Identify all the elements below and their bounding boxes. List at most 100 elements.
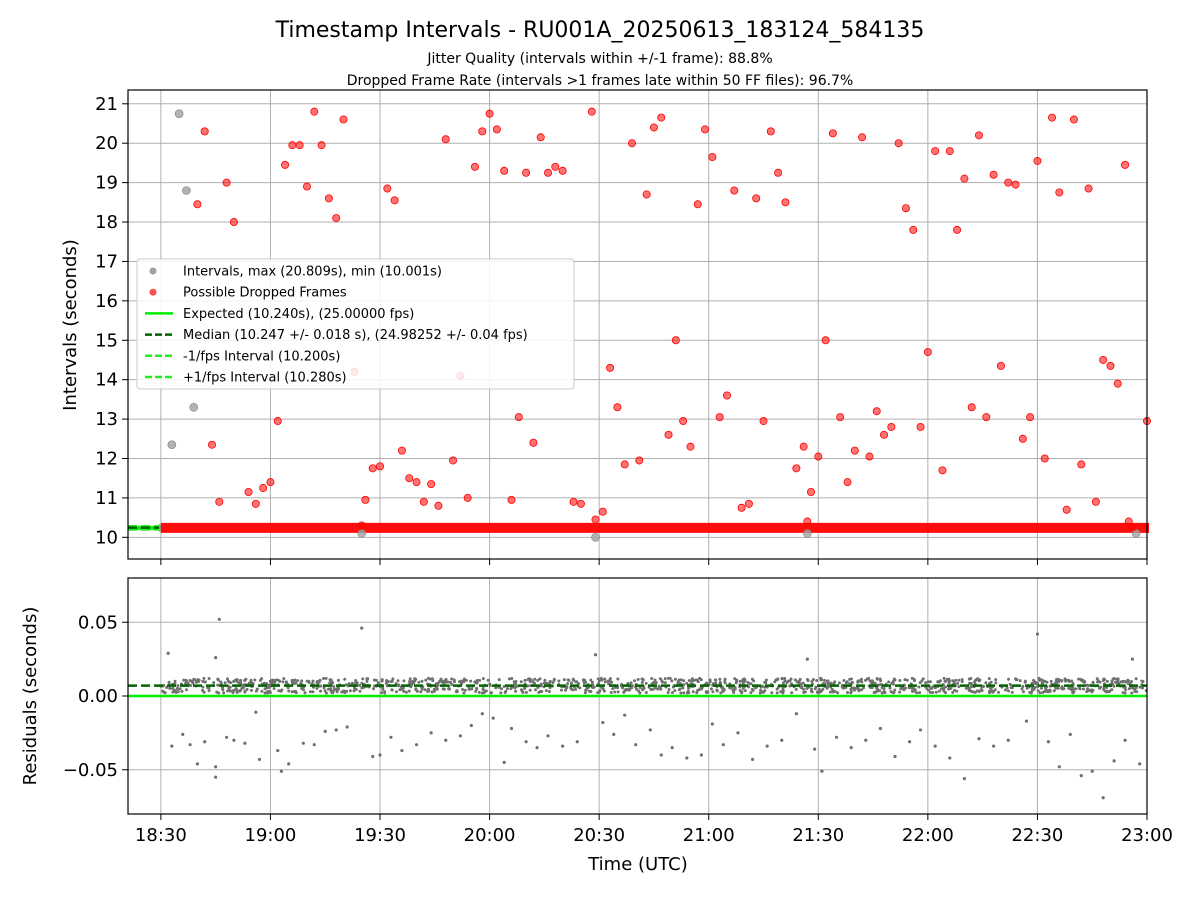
dropped-frame-point [974, 131, 983, 140]
residual-point [856, 679, 860, 683]
residual-point [481, 677, 485, 681]
residual-point [544, 689, 548, 693]
residual-point [302, 688, 306, 692]
legend-label: Expected (10.240s), (25.00000 fps) [183, 307, 414, 322]
dropped-frame-point [544, 168, 553, 177]
dropped-frame-point [492, 125, 501, 134]
residual-point [1091, 680, 1095, 684]
residual-outlier-point [188, 743, 192, 747]
dropped-frame-point [792, 464, 801, 473]
residual-point [636, 678, 640, 682]
dropped-frame-point [200, 127, 209, 136]
residual-point [1120, 680, 1124, 684]
residual-point [1040, 686, 1044, 690]
residual-outlier-point [389, 735, 393, 739]
residual-point [401, 686, 405, 690]
residual-point [1071, 682, 1075, 686]
dropped-frame-point [722, 391, 731, 400]
residual-point [633, 679, 637, 683]
residual-point [225, 677, 229, 681]
residual-point [1130, 691, 1134, 695]
residual-point [372, 678, 376, 682]
residual-point [832, 681, 836, 685]
residual-point [240, 686, 244, 690]
residual-point [409, 685, 413, 689]
residual-point [180, 689, 184, 693]
residual-point [358, 689, 362, 693]
residual-point [590, 680, 594, 684]
residual-point [836, 691, 840, 695]
residual-point [394, 682, 398, 686]
residual-point [833, 689, 837, 693]
residual-point [303, 691, 307, 695]
residual-point [1060, 686, 1064, 690]
residual-outlier-point [623, 713, 627, 717]
residual-point [345, 689, 349, 693]
residual-point [1077, 677, 1081, 681]
legend-label: -1/fps Interval (10.200s) [183, 349, 340, 364]
dropped-frame-point [390, 196, 399, 205]
residual-point [957, 678, 961, 682]
dropped-frame-point [693, 200, 702, 209]
residual-point [562, 678, 566, 682]
residual-point [439, 677, 443, 681]
dropped-frame-point [500, 166, 509, 175]
residual-point [988, 686, 992, 690]
residual-point [423, 688, 427, 692]
residual-point [842, 686, 846, 690]
residual-point [371, 687, 375, 691]
residual-point [1018, 679, 1022, 683]
residual-point [687, 679, 691, 683]
dropped-frame-point [339, 115, 348, 124]
x-tick-label: 23:00 [1121, 825, 1173, 846]
dropped-frame-point [766, 127, 775, 136]
residual-outlier-point [546, 734, 550, 738]
residual-outlier-point [699, 753, 704, 757]
dropped-frame-point [1062, 505, 1071, 514]
dropped-frame-point [569, 497, 578, 506]
residual-point [909, 686, 913, 690]
residual-point [738, 689, 742, 693]
residual-point [854, 686, 858, 690]
residual-point [682, 691, 686, 695]
residual-point [281, 680, 285, 684]
residual-point [1032, 681, 1036, 685]
residual-point [868, 679, 872, 683]
residual-outlier-point [1057, 765, 1061, 769]
residual-point [454, 690, 458, 694]
residual-point [488, 682, 492, 686]
residual-point [519, 688, 523, 692]
residual-point [167, 680, 171, 684]
residual-point [268, 689, 272, 693]
x-tick-label: 22:30 [1011, 825, 1063, 846]
dropped-frame-point [671, 336, 680, 345]
residual-point [282, 677, 286, 681]
residual-outlier-point [805, 657, 809, 661]
residual-point [315, 679, 319, 683]
dropped-frame-point [865, 452, 874, 461]
residual-point [537, 690, 541, 694]
residual-outlier-point [670, 746, 674, 750]
residual-point [417, 680, 421, 684]
dropped-frame-point [376, 462, 385, 471]
residual-point [891, 680, 895, 684]
residual-point [621, 686, 625, 690]
residual-point [1020, 687, 1024, 691]
dropped-frame-point [259, 484, 268, 493]
residual-point [222, 691, 226, 695]
residual-point [663, 677, 667, 681]
residual-point [667, 688, 671, 692]
dropped-frame-point [828, 129, 837, 138]
residual-outlier-point [1123, 738, 1127, 742]
residual-point [436, 681, 440, 685]
residual-point [260, 689, 264, 693]
residual-point [917, 685, 921, 689]
residual-point [1133, 687, 1137, 691]
residual-point [383, 690, 387, 694]
residual-point [741, 680, 745, 684]
residual-point [420, 679, 424, 683]
residual-point [640, 677, 644, 681]
dropped-frame-point [266, 478, 275, 487]
residual-point [1123, 691, 1127, 695]
